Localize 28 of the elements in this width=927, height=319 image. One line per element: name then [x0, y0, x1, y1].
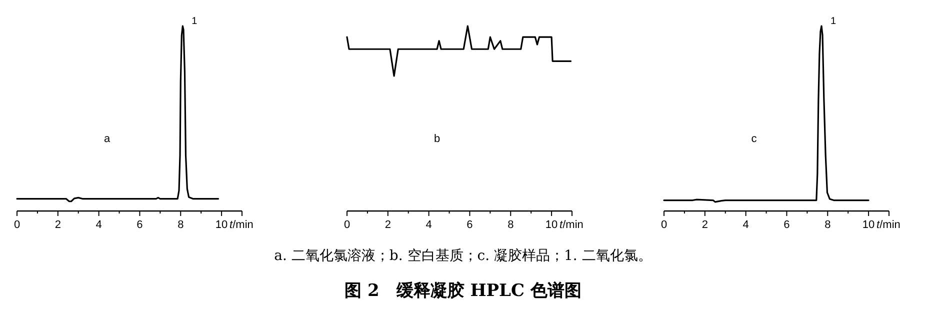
x-tick-label: 8: [508, 219, 514, 231]
x-axis-title: t/min: [230, 219, 254, 231]
x-tick-label: 0: [14, 219, 20, 231]
x-tick-label: 6: [784, 219, 790, 231]
text: 图 2 缓释凝胶 HPLC 色谱图: [344, 281, 582, 301]
x-tick-label: 6: [136, 219, 143, 231]
x-tick-label: 2: [702, 219, 708, 231]
x-tick-label: 6: [466, 219, 473, 231]
x-tick-label: 4: [426, 219, 432, 231]
annotation: b: [434, 133, 440, 145]
annotation: c: [751, 133, 758, 145]
x-tick-label: 10: [215, 219, 228, 231]
annotation: 1: [192, 16, 198, 27]
x-axis-title: t/min: [876, 219, 900, 231]
x-axis-title: t/min: [560, 219, 584, 231]
x-tick-label: 4: [96, 219, 102, 231]
x-tick-label: 8: [824, 219, 831, 231]
x-tick-label: 4: [742, 219, 749, 231]
annotation: a: [104, 133, 111, 145]
x-tick-label: 10: [862, 219, 875, 231]
annotation: 1: [830, 16, 836, 27]
x-tick-label: 0: [344, 219, 350, 231]
x-tick-label: 2: [384, 219, 391, 231]
x-tick-label: 10: [545, 219, 558, 231]
x-tick-label: 0: [660, 219, 668, 231]
text: a. 二氧化氯溶液；b. 空白基质；c. 凝胶样品；1. 二氧化氯。: [274, 248, 652, 264]
x-tick-label: 2: [54, 219, 61, 231]
x-tick-label: 8: [178, 219, 184, 231]
